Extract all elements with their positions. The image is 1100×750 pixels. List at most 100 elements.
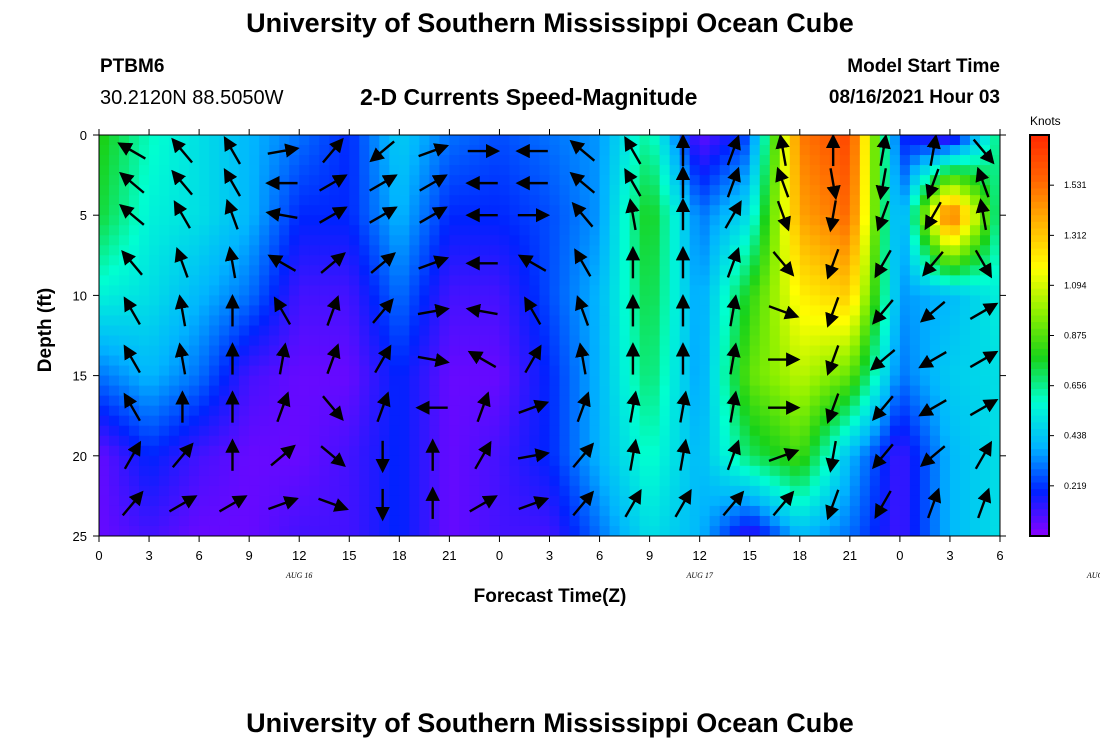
- heatmap-cell: [119, 355, 130, 367]
- heatmap-cell: [589, 195, 601, 206]
- heatmap-cell: [189, 475, 200, 487]
- heatmap-cell: [519, 475, 531, 487]
- heatmap-cell: [709, 215, 721, 226]
- heatmap-cell: [479, 285, 491, 296]
- colorbar-segment: [1030, 522, 1049, 530]
- heatmap-cell: [759, 305, 771, 317]
- heatmap-cell: [689, 285, 701, 296]
- heatmap-cell: [699, 445, 711, 457]
- heatmap-cell: [179, 425, 190, 437]
- current-vector: [576, 391, 591, 423]
- heatmap-cell: [689, 295, 701, 307]
- heatmap-cell: [969, 145, 981, 156]
- heatmap-cell: [399, 395, 410, 407]
- heatmap-cell: [169, 315, 180, 327]
- heatmap-cell: [339, 155, 350, 166]
- heatmap-cell: [649, 265, 661, 276]
- heatmap-cell: [909, 515, 921, 527]
- current-vector: [726, 390, 741, 423]
- heatmap-cell: [669, 205, 681, 216]
- heatmap-cell: [259, 525, 270, 536]
- heatmap-cell: [599, 395, 611, 407]
- heatmap-cell: [239, 335, 250, 347]
- heatmap-cell: [169, 385, 180, 397]
- heatmap-cell: [269, 475, 280, 487]
- heatmap-cell: [189, 425, 200, 437]
- heatmap-cell: [639, 365, 651, 377]
- heatmap-cell: [399, 455, 410, 467]
- heatmap-cell: [359, 525, 370, 536]
- heatmap-cell: [269, 435, 280, 447]
- heatmap-cell: [219, 405, 230, 417]
- heatmap-cell: [619, 405, 631, 417]
- heatmap-cell: [159, 195, 170, 206]
- heatmap-cell: [729, 355, 741, 367]
- heatmap-cell: [829, 165, 841, 176]
- heatmap-cell: [219, 145, 230, 156]
- x-tick-label: 3: [145, 548, 152, 563]
- heatmap-cell: [229, 385, 240, 397]
- heatmap-cell: [949, 395, 961, 407]
- heatmap-cell: [579, 315, 591, 327]
- heatmap-cell: [859, 475, 871, 487]
- heatmap-cell: [919, 435, 931, 447]
- heatmap-cell: [779, 195, 791, 206]
- heatmap-cell: [729, 265, 741, 276]
- heatmap-cell: [619, 505, 631, 517]
- heatmap-cell: [119, 195, 130, 206]
- heatmap-cell: [409, 525, 420, 536]
- heatmap-cell: [339, 415, 350, 427]
- heatmap-cell: [789, 205, 801, 216]
- heatmap-cell: [869, 305, 881, 317]
- current-vector: [825, 393, 840, 425]
- heatmap-cell: [639, 225, 651, 236]
- heatmap-cell: [239, 325, 250, 337]
- heatmap-cell: [119, 185, 130, 196]
- heatmap-cell: [349, 505, 360, 517]
- heatmap-cell: [419, 185, 430, 196]
- heatmap-cell: [799, 525, 811, 536]
- heatmap-cell: [549, 145, 561, 156]
- heatmap-cell: [99, 395, 110, 407]
- heatmap-cell: [969, 225, 981, 236]
- colorbar-segment: [1030, 161, 1049, 170]
- heatmap-cell: [889, 235, 901, 246]
- heatmap-cell: [589, 465, 601, 477]
- heatmap-cell: [319, 435, 330, 447]
- heatmap-cell: [569, 195, 581, 206]
- heatmap-cell: [439, 285, 450, 296]
- heatmap-cell: [629, 365, 641, 377]
- heatmap-cell: [599, 525, 611, 536]
- heatmap-cell: [919, 295, 931, 307]
- heatmap-cell: [699, 295, 711, 307]
- heatmap-cell: [429, 365, 440, 377]
- heatmap-cell: [559, 205, 571, 216]
- heatmap-cell: [739, 225, 751, 236]
- heatmap-cell: [879, 285, 891, 296]
- heatmap-cell: [199, 235, 210, 246]
- heatmap-cell: [409, 275, 420, 286]
- heatmap-cell: [689, 165, 701, 176]
- heatmap-cell: [229, 155, 240, 166]
- heatmap-cell: [609, 475, 621, 487]
- current-vector: [270, 444, 296, 467]
- heatmap-cell: [109, 285, 120, 296]
- heatmap-cell: [399, 175, 410, 186]
- heatmap-cell: [749, 365, 761, 377]
- heatmap-cell: [799, 335, 811, 347]
- heatmap-cell: [869, 175, 881, 186]
- heatmap-cell: [989, 335, 1000, 347]
- heatmap-cell: [609, 145, 621, 156]
- heatmap-cell: [909, 395, 921, 407]
- heatmap-cell: [829, 135, 841, 146]
- heatmap-cell: [379, 225, 390, 236]
- heatmap-cell: [709, 385, 721, 397]
- heatmap-cell: [359, 145, 370, 156]
- heatmap-cell: [259, 235, 270, 246]
- heatmap-cell: [589, 315, 601, 327]
- colorbar-segment: [1030, 388, 1049, 397]
- heatmap-cell: [509, 345, 521, 357]
- heatmap-cell: [749, 485, 761, 497]
- heatmap-cell: [919, 165, 931, 176]
- heatmap-cell: [549, 235, 561, 246]
